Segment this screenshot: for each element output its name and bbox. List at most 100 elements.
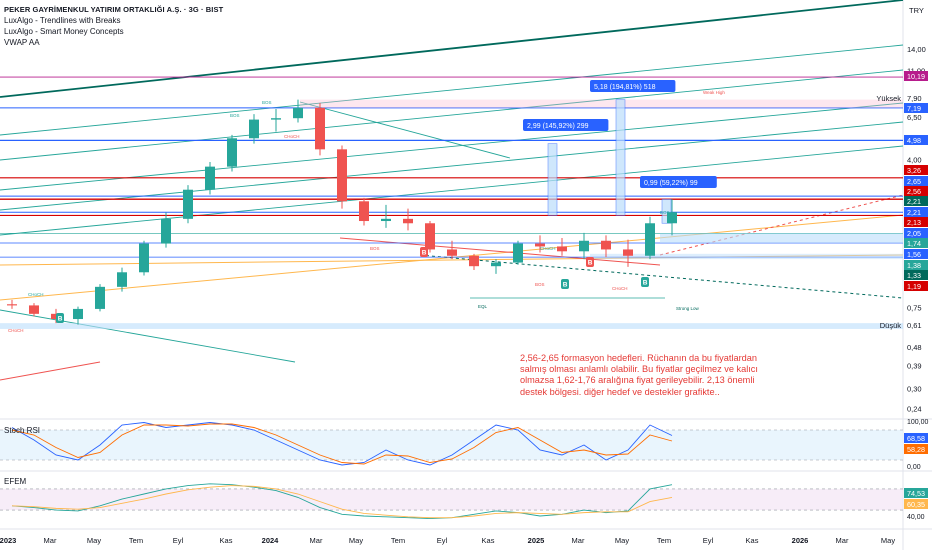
bos-label: BOS [535, 282, 545, 287]
price-tag-label: Düşük [880, 321, 902, 330]
break-marker-label: B [422, 250, 427, 257]
time-tick-label: 2025 [528, 536, 545, 545]
candle-2024-05 [359, 201, 369, 222]
price-tag-box [904, 103, 928, 113]
price-tag: 10,19 [907, 72, 925, 81]
break-marker [561, 279, 569, 289]
price-tag-label: Yüksek [876, 94, 901, 103]
trendline [0, 102, 904, 191]
price-tag: 7,90 [907, 94, 922, 103]
currency-label: TRY [909, 6, 924, 15]
choch-label: CHoCH [540, 246, 556, 251]
stoch-tick: 0,00 [907, 464, 921, 471]
price-tag-box [904, 135, 928, 145]
indicator-smc[interactable]: LuxAlgo - Smart Money Concepts [4, 27, 124, 36]
time-tick-label: Kas [220, 536, 233, 545]
time-tick-label: Mar [836, 536, 849, 545]
efem-tag-box [904, 499, 928, 509]
time-tick-label: Tem [391, 536, 405, 545]
choch-label: CHoCH [8, 328, 24, 333]
time-tick-label: May [87, 536, 101, 545]
trendline [0, 44, 904, 136]
price-tag: 2,05 [907, 229, 921, 238]
projection-label-299: 2,99 (145,92%) 299 [527, 123, 589, 130]
time-tick-label: 2024 [262, 536, 280, 545]
price-tag-box [904, 270, 928, 280]
bos-label: BOS [230, 113, 240, 118]
projection-label-299-box [523, 119, 609, 131]
time-tick-label: Kas [482, 536, 495, 545]
choch-label: CHoCH [612, 286, 628, 291]
time-tick-label: Tem [129, 536, 143, 545]
demand-zone [590, 253, 903, 260]
candle-2023-10 [205, 166, 215, 190]
candle-2023-01 [7, 304, 17, 306]
indicator-vwap[interactable]: VWAP AA [4, 38, 40, 47]
candle-2025-07 [667, 212, 677, 224]
trendline [0, 69, 904, 161]
time-tick-label: Eyl [437, 536, 448, 545]
price-tag-box [904, 196, 928, 206]
price-tick-label: 11,00 [907, 66, 925, 75]
stoch-series-0 [11, 422, 673, 466]
analysis-note: 2,56-2,65 formasyon hedefleri. Rüchanın … [520, 353, 758, 397]
eql-label: EQL [478, 304, 488, 309]
candle-2025-06 [645, 223, 655, 256]
price-tag: 1,33 [907, 271, 921, 280]
symbol-title[interactable]: PEKER GAYRİMENKUL YATIRIM ORTAKLIĞI A.Ş.… [4, 5, 224, 14]
time-tick-label: Eyl [703, 536, 714, 545]
price-tag-box [904, 238, 928, 248]
choch-label: CHoCH [28, 292, 44, 297]
time-tick-label: Mar [572, 536, 585, 545]
time-tick-label: 2026 [792, 536, 809, 545]
projection-bar [661, 198, 672, 224]
price-tag-box [904, 176, 928, 186]
price-tick-label: 0,48 [907, 343, 922, 352]
price-tag: 1,38 [907, 261, 921, 270]
break-marker [420, 247, 428, 257]
price-tag: 2,56 [907, 187, 921, 196]
candle-2024-11 [491, 262, 501, 267]
bos-label: BOS [660, 210, 670, 215]
candle-2023-09 [183, 189, 193, 219]
price-tick-label: 4,00 [907, 156, 922, 165]
low-zone [0, 323, 903, 329]
price-tag: 1,74 [907, 239, 921, 248]
projection-bar [615, 99, 626, 216]
trendline [419, 254, 904, 299]
time-tick-label: Eyl [173, 536, 184, 545]
price-tag: 4,98 [907, 136, 921, 145]
price-tick-label: 0,24 [907, 404, 922, 413]
bos-label: BOS [262, 100, 272, 105]
trendline [339, 237, 661, 266]
weak-high-zone [300, 99, 903, 108]
time-tick-label: May [349, 536, 363, 545]
stoch-tag: 58,28 [907, 445, 925, 454]
trendline-channel-top [0, 0, 904, 98]
projection-label-99: 0,99 (59,22%) 99 [644, 180, 698, 187]
candle-2024-10 [469, 255, 479, 267]
efem-label[interactable]: EFEM [4, 477, 27, 486]
time-tick-label: May [881, 536, 895, 545]
trendline [0, 309, 296, 363]
price-tag: 0,61 [907, 321, 922, 330]
stoch-rsi-label[interactable]: Stoch RSI [4, 426, 41, 435]
candle-2025-01 [535, 243, 545, 247]
price-tag: 3,26 [907, 166, 921, 175]
trendline [299, 101, 511, 159]
choch-label: CHoCH [284, 134, 300, 139]
stoch-tick: 100,00 [907, 419, 929, 426]
price-tick-label: 0,39 [907, 362, 922, 371]
break-marker [56, 313, 64, 323]
projection-bar [547, 143, 558, 216]
price-tag: 1,56 [907, 250, 921, 259]
time-tick-label: Mar [44, 536, 57, 545]
candle-2025-02 [557, 246, 567, 252]
break-marker [641, 277, 649, 287]
efem-tag-box [904, 488, 928, 498]
price-tag: 2,13 [907, 218, 921, 227]
price-tag-box [904, 186, 928, 196]
time-tick-label: Mar [310, 536, 323, 545]
indicator-trendlines[interactable]: LuxAlgo - Trendlines with Breaks [4, 16, 121, 25]
